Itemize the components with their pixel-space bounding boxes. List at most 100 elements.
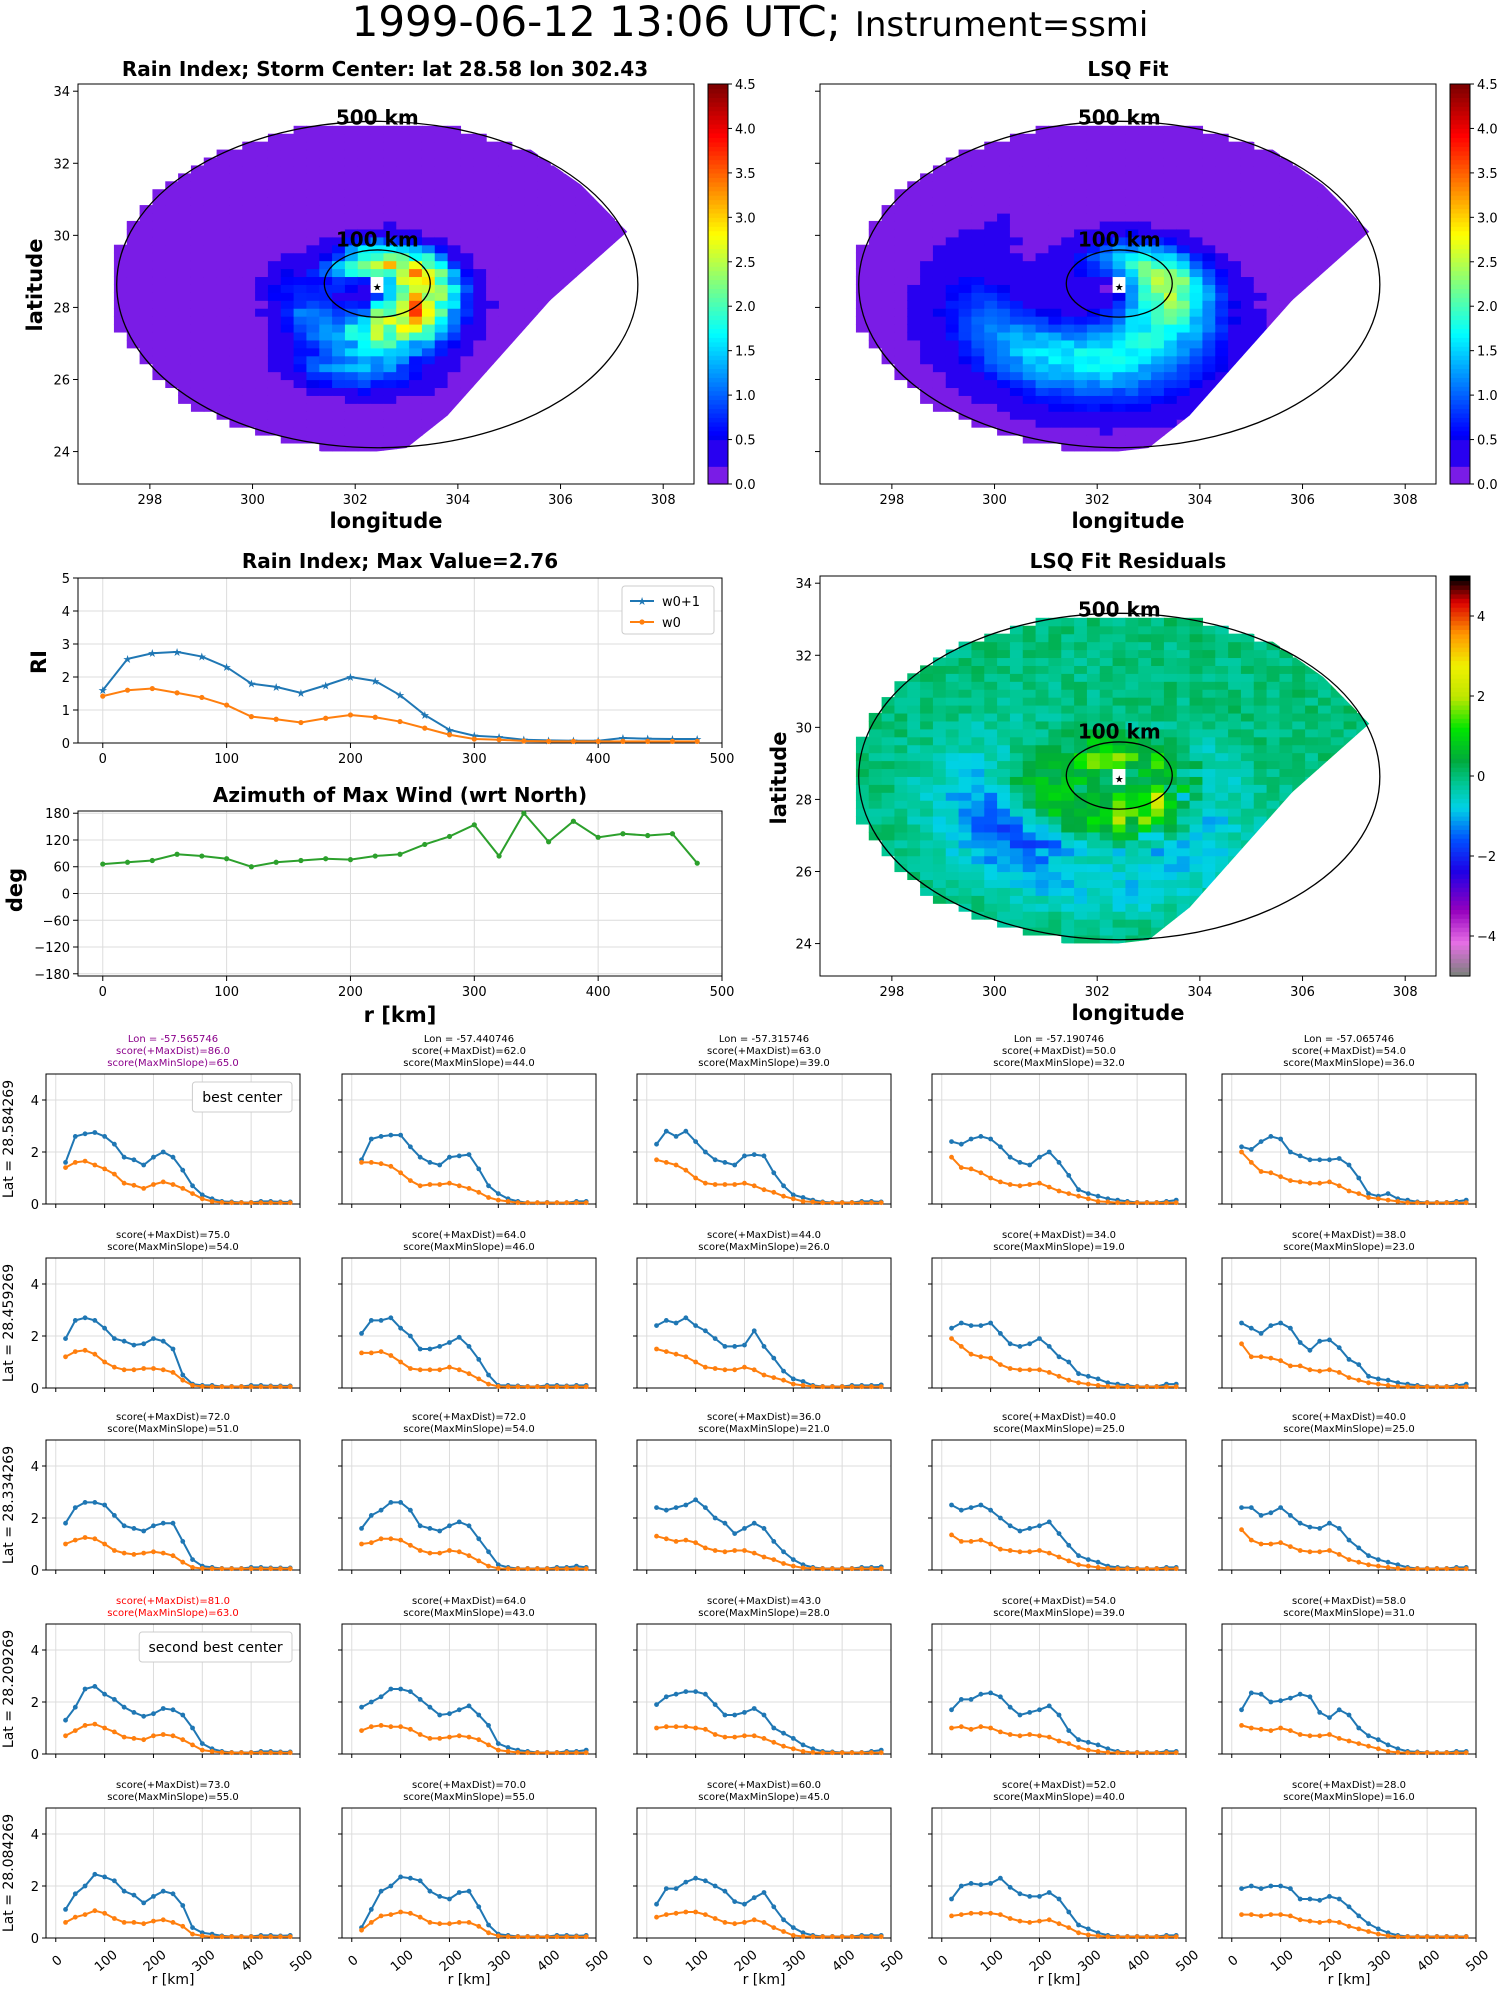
grid-panel-series-1-point xyxy=(1046,1370,1052,1375)
grid-panel-series-1-point xyxy=(583,1934,589,1940)
grid-panel-series-0-point xyxy=(92,1684,98,1689)
grid-panel-series-1-point xyxy=(761,1920,767,1925)
grid-panel-series-0-point xyxy=(761,1526,767,1531)
grid-panel-series-1-point xyxy=(63,1354,68,1360)
grid-panel-series-1-point xyxy=(258,1934,264,1940)
grid-panel-r0-c4: score(MaxMinSlope)=36.0score(+MaxDist)=5… xyxy=(1218,1034,1477,1208)
cbar1-swatch xyxy=(708,155,728,161)
grid-panel-series-0-point xyxy=(417,1154,423,1160)
grid-panel-score-maxminslope: score(MaxMinSlope)=36.0 xyxy=(1283,1058,1414,1069)
grid-panel-series-1-point xyxy=(505,1749,511,1754)
grid-panel-series-1-point xyxy=(378,1536,384,1542)
grid-panel-series-0-point xyxy=(1346,1357,1352,1362)
grid-panel-series-1-point xyxy=(1444,1200,1450,1206)
grid-panel-series-0-point xyxy=(1307,1896,1313,1902)
cbar2-swatch xyxy=(1450,235,1470,241)
grid-panel-r3-c1: score(MaxMinSlope)=43.0score(+MaxDist)=6… xyxy=(338,1596,597,1758)
grid-panel-series-1-point xyxy=(398,1359,404,1365)
grid-panel-series-1-point xyxy=(170,1733,176,1739)
grid-panel-series-1-point xyxy=(1085,1747,1091,1753)
grid-panel-series-0-point xyxy=(1056,1712,1062,1718)
line2-series-0-point xyxy=(100,861,106,867)
grid-panel-series-0-point xyxy=(949,1325,954,1331)
grid-panel-series-0-point xyxy=(427,1526,433,1531)
grid-panel-series-0-point xyxy=(131,1342,137,1348)
cbar2-swatch xyxy=(1450,168,1470,174)
grid-panel-series-1-point xyxy=(1454,1200,1459,1206)
grid-panel-series-1-point xyxy=(131,1367,137,1373)
map3-center-marker: ★ xyxy=(1115,775,1124,786)
grid-panel-score-maxminslope: score(MaxMinSlope)=21.0 xyxy=(698,1424,829,1435)
grid-panel-series-0-point xyxy=(1346,1712,1352,1718)
grid-panel-series-0-point xyxy=(654,1702,659,1707)
grid-panel-score-maxdist: score(+MaxDist)=60.0 xyxy=(707,1780,821,1791)
grid-panel-series-1-point xyxy=(781,1561,786,1566)
grid-panel-series-1-point xyxy=(190,1565,195,1570)
cbar2-swatch xyxy=(1450,364,1470,370)
line1-series-0-point: ★ xyxy=(321,679,331,692)
grid-panel-score-maxdist: score(+MaxDist)=72.0 xyxy=(116,1412,230,1423)
cbar3-swatch xyxy=(1450,958,1470,964)
grid-panel-series-0-point xyxy=(1287,1886,1293,1891)
line1-series-0-point: ★ xyxy=(395,689,405,702)
line1-series-1-point xyxy=(471,736,477,742)
grid-panel-series-1-point xyxy=(1007,1548,1013,1553)
grid-panel-series-1-point xyxy=(447,1180,452,1186)
grid-panel-series-1-point xyxy=(693,1359,699,1365)
grid-panel-series-1-point xyxy=(1268,1170,1274,1176)
grid-panel-series-1-point xyxy=(1268,1541,1274,1547)
grid-panel-xlabel: r [km] xyxy=(1038,1972,1081,1988)
grid-panel-series-1-point xyxy=(534,1200,540,1206)
grid-panel-series-0-point xyxy=(102,1874,108,1880)
map1-ytick-label: 30 xyxy=(53,229,70,244)
map2-xtick-label: 300 xyxy=(982,493,1007,508)
line1-series-0-point: ★ xyxy=(271,681,281,694)
cbar3-swatch xyxy=(1450,611,1470,617)
grid-panel-series-0-point xyxy=(82,1315,88,1321)
grid-panel-series-0-point xyxy=(407,1689,413,1694)
grid-panel-series-1-point xyxy=(368,1540,374,1546)
grid-panel-series-1-point xyxy=(359,1160,364,1165)
grid-panel-series-0-point xyxy=(1366,1191,1371,1196)
grid-panel-series-1-point xyxy=(427,1920,433,1925)
grid-panel-score-maxdist: score(+MaxDist)=40.0 xyxy=(1292,1412,1406,1423)
grid-panel-series-1-point xyxy=(160,1550,166,1556)
grid-panel-series-1-point xyxy=(988,1910,994,1916)
grid-panel-series-0-point xyxy=(1336,1896,1342,1902)
grid-panel-series-0-point xyxy=(732,1899,738,1904)
line1-series-0-point: ★ xyxy=(420,709,430,722)
grid-panel-series-1-point xyxy=(456,1367,462,1373)
grid-panel-series-1-point xyxy=(1287,1728,1293,1733)
grid-panel-series-0-point xyxy=(663,1318,669,1323)
grid-panel-series-0-point xyxy=(131,1157,137,1163)
grid-panel-series-0-point xyxy=(486,1922,491,1928)
grid-panel-series-1-point xyxy=(398,1909,404,1915)
grid-panel-series-1-point xyxy=(849,1200,855,1206)
cbar2-swatch xyxy=(1450,266,1470,272)
grid-panel-series-0-point xyxy=(663,1507,669,1513)
map1-center-marker: ★ xyxy=(373,283,382,294)
grid-panel-score-maxdist: score(+MaxDist)=63.0 xyxy=(707,1046,821,1057)
cbar2-swatch xyxy=(1450,315,1470,321)
grid-panel-series-1-point xyxy=(544,1750,550,1756)
grid-panel-series-0-point xyxy=(388,1686,394,1692)
grid-panel-series-1-point xyxy=(732,1734,738,1740)
grid-panel-score-maxdist: score(+MaxDist)=81.0 xyxy=(116,1596,230,1607)
grid-panel-series-0-point xyxy=(359,1704,364,1710)
line1-ytick-label: 5 xyxy=(62,572,70,587)
cbar1-swatch xyxy=(708,119,728,125)
grid-panel-series-1-point xyxy=(849,1750,855,1756)
grid-panel-series-0-point xyxy=(949,1139,954,1144)
grid-panel-series-0-point xyxy=(180,1903,186,1908)
grid-panel-series-0-point xyxy=(1017,1528,1023,1534)
grid-panel-series-0-point xyxy=(437,1894,443,1899)
grid-panel-series-1-point xyxy=(1405,1750,1411,1756)
grid-panel-series-0-point xyxy=(1307,1347,1313,1353)
grid-panel-series-1-point xyxy=(180,1737,186,1743)
grid-panel-series-1-point xyxy=(859,1750,865,1756)
grid-panel-series-1-point xyxy=(466,1186,472,1191)
grid-panel-series-0-point xyxy=(1317,1157,1323,1163)
grid-panel-series-1-point xyxy=(1258,1354,1264,1360)
grid-panel-series-1-point xyxy=(229,1200,235,1206)
